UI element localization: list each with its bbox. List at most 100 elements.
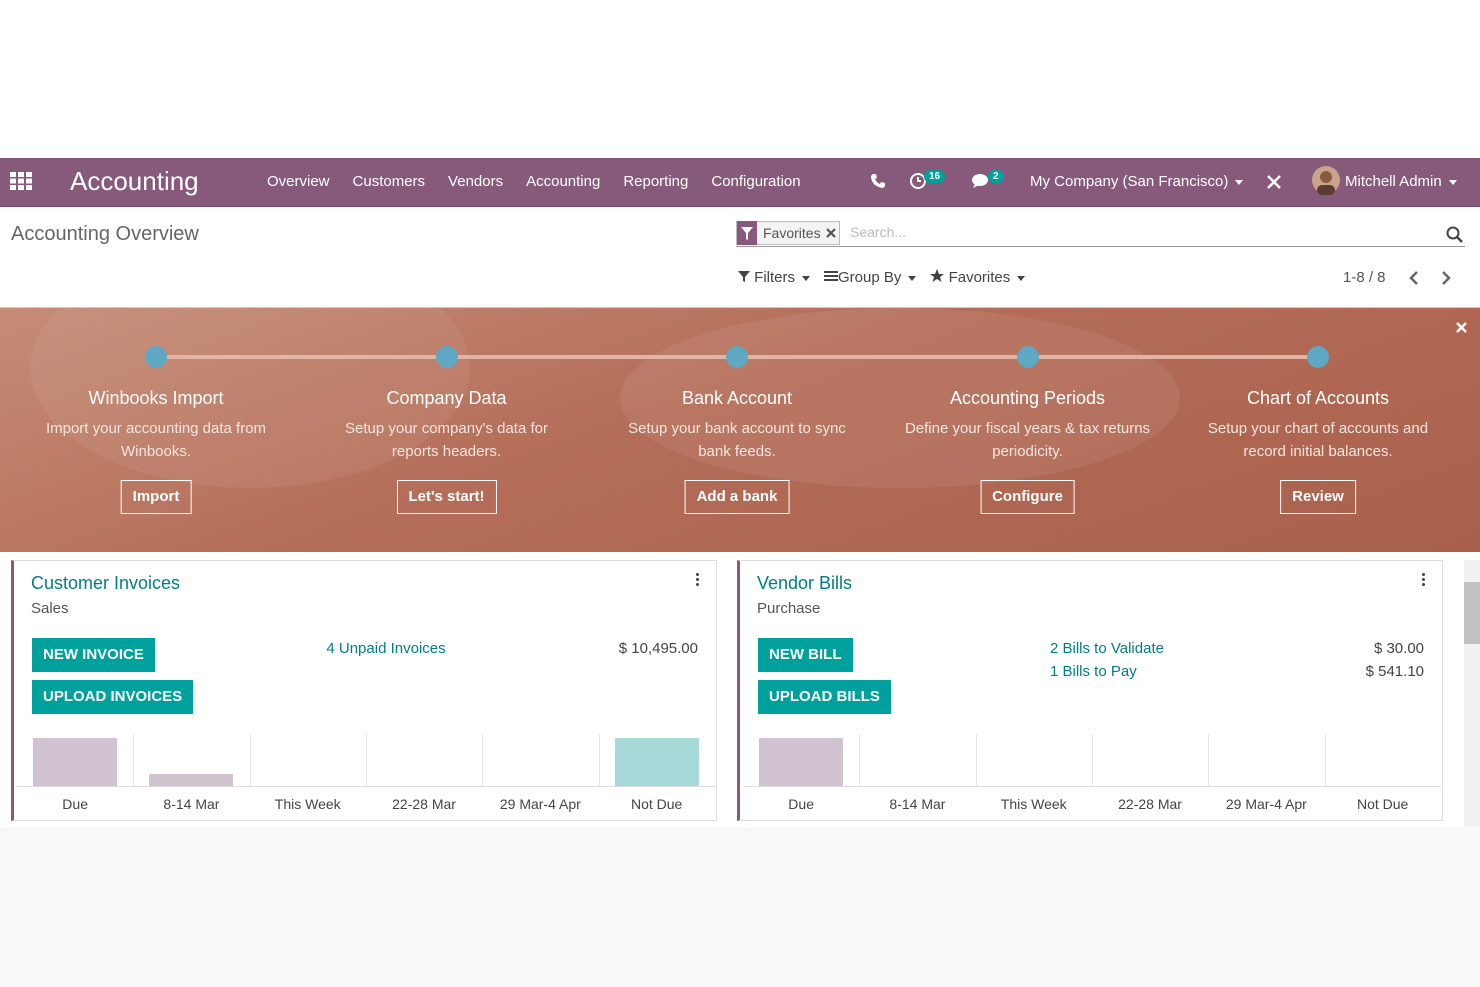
step-button[interactable]: Review — [1280, 480, 1356, 514]
graph-divider — [1324, 734, 1326, 786]
step-button[interactable]: Let's start! — [396, 480, 497, 514]
menu-item[interactable]: Reporting — [623, 173, 689, 190]
pager-arrows[interactable] — [1407, 270, 1455, 286]
step-description: Setup your company's data for reports he… — [345, 420, 548, 460]
menu: Overview Customers Vendors Accounting Report… — [267, 173, 801, 190]
facet-remove[interactable] — [825, 227, 839, 239]
graph-axis — [17, 786, 715, 787]
card-amount: $ 30.00 — [1373, 640, 1424, 657]
graph-label: 8-14 Mar — [889, 796, 946, 812]
filters-toggle[interactable]: Filters — [738, 269, 811, 286]
card-menu[interactable] — [696, 573, 700, 587]
card-subtitle: Sales — [31, 600, 69, 617]
avatar[interactable] — [1311, 165, 1341, 195]
menu-item[interactable]: Accounting — [526, 173, 601, 190]
dot — [696, 583, 699, 586]
step-button[interactable]: Configure — [980, 480, 1075, 514]
control-panel: Accounting Overview Favorites Search... … — [0, 207, 1480, 308]
groupby-label: Group By — [838, 269, 902, 286]
primary-button[interactable]: NEW INVOICE — [32, 638, 155, 672]
user-menu[interactable]: Mitchell Admin — [1345, 173, 1457, 190]
step-description: Setup your chart of accounts and record … — [1207, 420, 1429, 460]
filter-icon — [737, 221, 757, 245]
page-bottom — [0, 827, 1480, 987]
graph-divider — [249, 734, 251, 786]
menu-item[interactable]: Customers — [352, 173, 426, 190]
scrollbar — [1464, 560, 1480, 827]
phone-icon[interactable] — [870, 173, 886, 189]
caret — [1448, 179, 1457, 185]
banner-close[interactable] — [1456, 322, 1467, 333]
caret — [802, 275, 811, 281]
graph-label: 29 Mar-4 Apr — [1225, 796, 1307, 812]
dot — [696, 573, 699, 576]
graph-divider — [975, 734, 977, 786]
breadcrumb: Accounting Overview — [11, 223, 199, 245]
primary-button[interactable]: UPLOAD INVOICES — [32, 680, 194, 714]
company-name: My Company (San Francisco) — [1030, 173, 1229, 190]
search-icon[interactable] — [1446, 226, 1464, 244]
card-link[interactable]: 2 Bills to Validate — [1050, 640, 1164, 657]
step-title: Bank Account — [681, 388, 793, 408]
scrollbar-thumb[interactable] — [1464, 582, 1480, 644]
graph-label: 29 Mar-4 Apr — [499, 796, 581, 812]
messages-icon[interactable] — [971, 173, 991, 189]
step-title: Winbooks Import — [88, 388, 224, 408]
card-subtitle: Purchase — [757, 600, 821, 617]
app-name[interactable]: Accounting — [70, 166, 199, 196]
search-options: Filters Group By Favorites — [738, 269, 1026, 286]
card-title[interactable]: Customer Invoices — [31, 573, 181, 593]
card-link[interactable]: 4 Unpaid Invoices — [326, 640, 446, 657]
search-input[interactable]: Search... — [850, 224, 907, 240]
groupby-toggle[interactable]: Group By — [824, 269, 917, 286]
step-dot — [1307, 346, 1329, 368]
search-facet[interactable]: Favorites — [736, 221, 840, 245]
user-name: Mitchell Admin — [1345, 173, 1442, 190]
onboarding-banner: Winbooks Import Import your accounting da… — [0, 308, 1480, 552]
graph-divider — [482, 734, 484, 786]
graph-label: 22-28 Mar — [392, 796, 456, 812]
dot — [1422, 573, 1425, 576]
step-dot — [726, 346, 748, 368]
card-title[interactable]: Vendor Bills — [757, 573, 853, 593]
menu-item[interactable]: Vendors — [448, 173, 504, 190]
card-menu[interactable] — [1422, 573, 1426, 587]
pager: 1-8 / 8 — [1343, 269, 1386, 286]
favorites-toggle[interactable]: Favorites — [930, 269, 1026, 286]
step-title: Chart of Accounts — [1246, 388, 1390, 408]
menu-item[interactable]: Configuration — [711, 173, 801, 190]
navbar: Accounting Overview Customers Vendors Accou… — [0, 158, 1480, 207]
card-amount: $ 541.10 — [1365, 663, 1424, 680]
debug-icon[interactable] — [1266, 174, 1282, 190]
graph-divider — [598, 734, 600, 786]
dot — [696, 578, 699, 581]
card-link[interactable]: 1 Bills to Pay — [1050, 663, 1137, 680]
primary-button[interactable]: UPLOAD BILLS — [758, 680, 891, 714]
filter-icon — [738, 271, 750, 282]
step-title: Accounting Periods — [949, 388, 1106, 408]
step-dot — [435, 346, 458, 368]
dot — [1422, 583, 1425, 586]
graph-divider — [859, 734, 861, 786]
company-switcher[interactable]: My Company (San Francisco) — [1030, 173, 1244, 190]
step-button[interactable]: Add a bank — [684, 480, 790, 514]
messages-badge: 2 — [988, 170, 1004, 183]
graph-bar — [149, 774, 234, 786]
graph-bar — [33, 738, 117, 786]
graph-label: This Week — [274, 796, 341, 812]
step-button[interactable]: Import — [120, 480, 192, 514]
graph-label: Due — [788, 796, 814, 812]
step-description: Define your fiscal years & tax returns p… — [904, 420, 1151, 460]
step-dot — [145, 346, 167, 368]
star-icon — [930, 269, 945, 282]
graph-label: Not Due — [630, 796, 683, 812]
facet-label: Favorites — [763, 225, 821, 241]
menu-item[interactable]: Overview — [267, 173, 330, 190]
primary-button[interactable]: NEW BILL — [758, 638, 853, 672]
graph-divider — [365, 734, 367, 786]
graph-divider — [1091, 734, 1093, 786]
search-bar: Favorites Search... — [736, 220, 1465, 247]
apps-icon[interactable] — [10, 172, 32, 190]
